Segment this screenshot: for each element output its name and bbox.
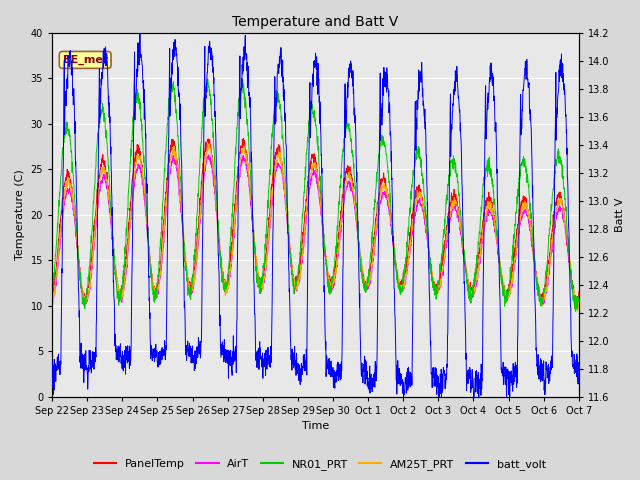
PanelTemp bbox=[575, 289, 582, 295]
NR01_PRT bbox=[342, 121, 350, 127]
PanelTemp bbox=[573, 300, 580, 306]
AirT bbox=[331, 280, 339, 286]
AM25T_PRT bbox=[48, 302, 56, 308]
batt_volt bbox=[469, 375, 477, 381]
NR01_PRT bbox=[331, 262, 339, 267]
AM25T_PRT bbox=[543, 283, 551, 288]
PanelTemp bbox=[240, 136, 248, 142]
AM25T_PRT bbox=[331, 279, 339, 285]
NR01_PRT bbox=[204, 76, 211, 82]
PanelTemp bbox=[48, 293, 56, 299]
AM25T_PRT bbox=[574, 308, 582, 313]
Title: Temperature and Batt V: Temperature and Batt V bbox=[232, 15, 399, 29]
batt_volt bbox=[195, 351, 203, 357]
batt_volt bbox=[48, 370, 56, 376]
AM25T_PRT bbox=[342, 179, 350, 184]
PanelTemp bbox=[331, 268, 339, 274]
AM25T_PRT bbox=[529, 237, 536, 242]
PanelTemp bbox=[195, 214, 203, 220]
NR01_PRT bbox=[572, 308, 579, 314]
Y-axis label: Batt V: Batt V bbox=[615, 198, 625, 232]
PanelTemp bbox=[342, 168, 350, 174]
NR01_PRT bbox=[468, 294, 476, 300]
Line: PanelTemp: PanelTemp bbox=[52, 139, 579, 303]
batt_volt bbox=[342, 120, 350, 126]
AirT bbox=[48, 301, 56, 307]
batt_volt bbox=[331, 383, 339, 388]
AM25T_PRT bbox=[205, 141, 212, 147]
batt_volt bbox=[575, 367, 582, 372]
Y-axis label: Temperature (C): Temperature (C) bbox=[15, 169, 25, 260]
AirT bbox=[573, 306, 581, 312]
Line: batt_volt: batt_volt bbox=[52, 33, 579, 397]
Line: AM25T_PRT: AM25T_PRT bbox=[52, 144, 579, 311]
AM25T_PRT bbox=[468, 292, 476, 298]
Text: EE_met: EE_met bbox=[63, 55, 108, 65]
batt_volt bbox=[529, 183, 536, 189]
AirT bbox=[468, 290, 476, 296]
batt_volt bbox=[543, 375, 551, 381]
AirT bbox=[205, 152, 212, 158]
batt_volt bbox=[136, 30, 144, 36]
Legend: PanelTemp, AirT, NR01_PRT, AM25T_PRT, batt_volt: PanelTemp, AirT, NR01_PRT, AM25T_PRT, ba… bbox=[90, 455, 550, 474]
batt_volt bbox=[435, 394, 443, 400]
X-axis label: Time: Time bbox=[302, 421, 329, 432]
NR01_PRT bbox=[529, 232, 536, 238]
PanelTemp bbox=[529, 240, 536, 246]
NR01_PRT bbox=[48, 288, 56, 294]
AM25T_PRT bbox=[195, 230, 203, 236]
AirT bbox=[543, 283, 551, 288]
AM25T_PRT bbox=[575, 295, 582, 300]
PanelTemp bbox=[468, 291, 476, 297]
AirT bbox=[195, 234, 203, 240]
AirT bbox=[529, 244, 536, 250]
AirT bbox=[342, 187, 350, 192]
AirT bbox=[575, 302, 582, 308]
Line: AirT: AirT bbox=[52, 155, 579, 309]
Line: NR01_PRT: NR01_PRT bbox=[52, 79, 579, 311]
PanelTemp bbox=[543, 271, 551, 277]
NR01_PRT bbox=[195, 174, 203, 180]
NR01_PRT bbox=[543, 263, 551, 269]
NR01_PRT bbox=[575, 295, 582, 301]
